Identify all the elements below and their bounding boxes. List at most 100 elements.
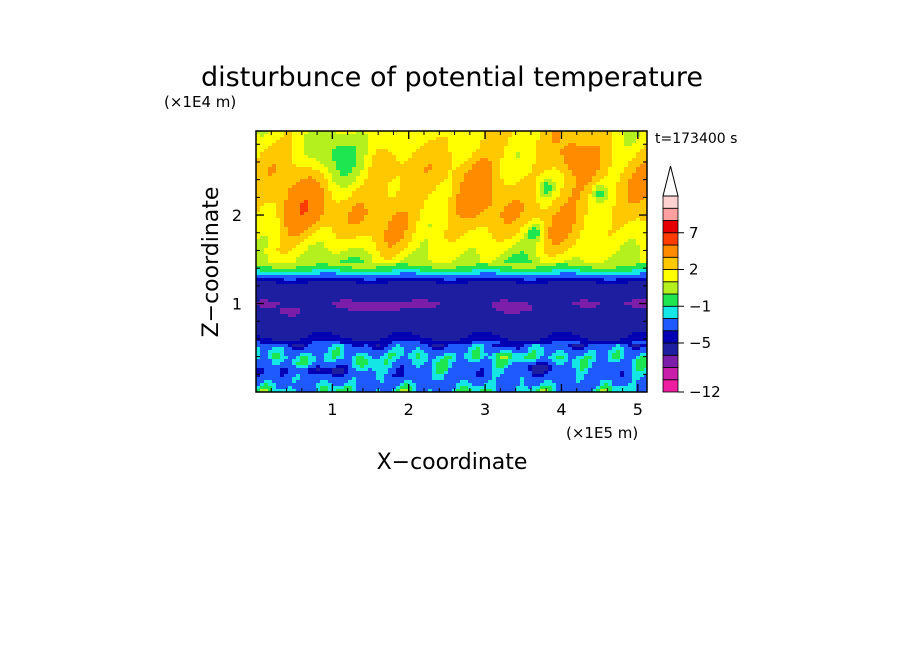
field-cell: [560, 170, 565, 174]
field-cell: [444, 185, 449, 189]
field-cell: [256, 212, 261, 216]
field-cell: [496, 236, 501, 240]
field-cell: [368, 203, 373, 207]
field-cell: [340, 257, 345, 261]
field-cell: [456, 263, 461, 267]
field-cell: [332, 161, 337, 165]
field-cell: [608, 194, 613, 198]
field-cell: [348, 170, 353, 174]
field-cell: [520, 239, 525, 243]
field-cell: [292, 269, 297, 273]
field-cell: [432, 131, 437, 135]
field-cell: [508, 260, 513, 264]
field-cell: [292, 257, 297, 261]
field-cell: [276, 188, 281, 192]
field-cell: [488, 215, 493, 219]
field-cell: [256, 131, 261, 135]
field-cell: [380, 200, 385, 204]
field-cell: [612, 167, 617, 171]
field-cell: [620, 260, 625, 264]
field-cell: [636, 275, 641, 279]
field-cell: [372, 194, 377, 198]
field-cell: [580, 218, 585, 222]
field-cell: [576, 230, 581, 234]
field-cell: [568, 155, 573, 159]
field-cell: [640, 239, 645, 243]
field-cell: [284, 281, 289, 285]
field-cell: [412, 209, 417, 213]
field-cell: [272, 131, 277, 135]
field-cell: [428, 260, 433, 264]
field-cell: [556, 218, 561, 222]
field-cell: [640, 137, 645, 141]
field-cell: [536, 143, 541, 147]
field-cell: [456, 233, 461, 237]
field-cell: [548, 272, 553, 276]
field-cell: [616, 143, 621, 147]
field-cell: [620, 212, 625, 216]
field-cell: [300, 146, 305, 150]
field-cell: [620, 263, 625, 267]
field-cell: [528, 158, 533, 162]
field-cell: [344, 242, 349, 246]
field-cell: [324, 203, 329, 207]
field-cell: [528, 164, 533, 168]
field-cell: [428, 203, 433, 207]
field-cell: [356, 191, 361, 195]
field-cell: [532, 146, 537, 150]
field-cell: [340, 149, 345, 153]
field-cell: [404, 134, 409, 138]
field-cell: [472, 275, 477, 279]
field-cell: [436, 254, 441, 258]
field-cell: [268, 185, 273, 189]
field-cell: [468, 281, 473, 285]
field-cell: [348, 161, 353, 165]
field-cell: [332, 233, 337, 237]
field-cell: [564, 245, 569, 249]
field-cell: [600, 233, 605, 237]
field-cell: [296, 272, 301, 276]
field-cell: [552, 242, 557, 246]
field-cell: [316, 170, 321, 174]
field-cell: [260, 275, 265, 279]
field-cell: [272, 158, 277, 162]
field-cell: [408, 206, 413, 210]
field-cell: [580, 161, 585, 165]
field-cell: [348, 212, 353, 216]
field-cell: [512, 242, 517, 246]
field-cell: [564, 257, 569, 261]
field-cell: [496, 242, 501, 246]
field-cell: [532, 269, 537, 273]
field-cell: [328, 245, 333, 249]
field-cell: [492, 224, 497, 228]
field-cell: [628, 161, 633, 165]
field-cell: [572, 257, 577, 261]
field-cell: [480, 167, 485, 171]
field-cell: [616, 179, 621, 183]
field-cell: [388, 203, 393, 207]
field-cell: [476, 188, 481, 192]
field-cell: [520, 188, 525, 192]
field-cell: [552, 245, 557, 249]
field-cell: [348, 266, 353, 270]
field-cell: [260, 209, 265, 213]
field-cell: [404, 173, 409, 177]
field-cell: [260, 242, 265, 246]
field-cell: [428, 200, 433, 204]
field-cell: [292, 167, 297, 171]
field-cell: [572, 155, 577, 159]
field-cell: [640, 200, 645, 204]
field-cell: [592, 260, 597, 264]
field-cell: [628, 182, 633, 186]
field-cell: [352, 200, 357, 204]
field-cell: [632, 278, 637, 282]
field-cell: [348, 236, 353, 240]
field-cell: [604, 278, 609, 282]
field-cell: [472, 251, 477, 255]
field-cell: [528, 275, 533, 279]
field-cell: [384, 212, 389, 216]
field-cell: [368, 251, 373, 255]
field-cell: [380, 206, 385, 210]
field-cell: [336, 155, 341, 159]
field-cell: [340, 218, 345, 222]
